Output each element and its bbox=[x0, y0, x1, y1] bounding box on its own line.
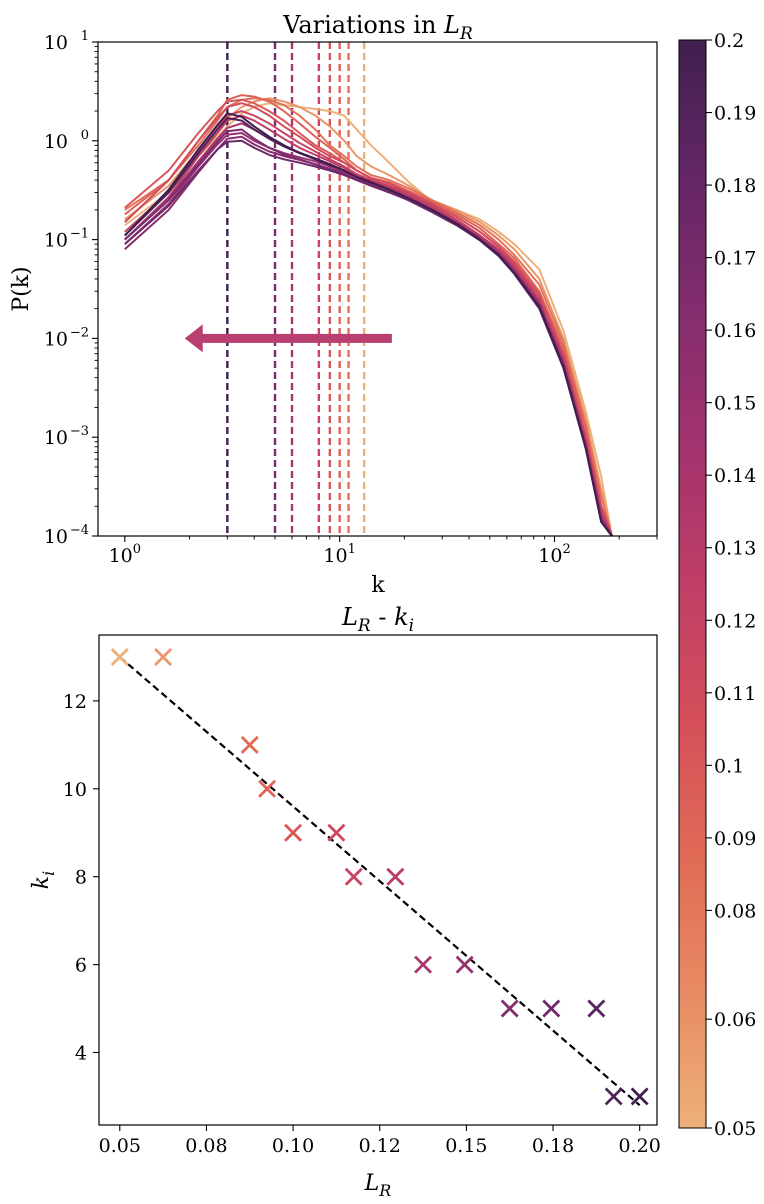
colorbar-tick-label: 0.16 bbox=[714, 320, 756, 342]
colorbar-tick-label: 0.17 bbox=[714, 248, 756, 270]
bottom-x-label: LR bbox=[364, 1171, 392, 1200]
colorbar-tick-label: 0.19 bbox=[714, 103, 756, 125]
bottom-y-tick-label: 4 bbox=[75, 1042, 87, 1064]
arrow-head bbox=[184, 324, 203, 353]
scatter-point bbox=[542, 999, 561, 1018]
bottom-x-ticks: 0.05 0.08 0.10 0.12 0.15 0.18 0.20 bbox=[99, 1125, 661, 1157]
top-y-tick-label: 10 1 bbox=[44, 29, 89, 54]
bottom-y-tick-label: 8 bbox=[75, 867, 87, 889]
scatter-point bbox=[344, 867, 363, 886]
scatter-point bbox=[110, 647, 129, 666]
bottom-x-tick-label: 0.15 bbox=[445, 1135, 487, 1157]
top-title: Variations in LR bbox=[282, 11, 473, 44]
spectrum-line bbox=[124, 110, 613, 536]
scatter-point bbox=[258, 779, 277, 798]
bottom-panel: LR - ki 0.05 0.08 0.10 0.12 0.15 0.18 0.20 4 6 8… bbox=[29, 603, 661, 1200]
colorbar-tick-label: 0.09 bbox=[714, 828, 756, 850]
marker-lines bbox=[226, 42, 366, 536]
bottom-y-tick-label: 6 bbox=[75, 955, 87, 977]
colorbar-gradient bbox=[678, 39, 707, 1129]
bottom-x-tick-label: 0.12 bbox=[359, 1135, 401, 1157]
bottom-y-tick-label: 10 bbox=[63, 779, 87, 801]
colorbar: 0.2 0.19 0.18 0.17 0.16 0.15 0.14 0.13 0.12 0.11 0… bbox=[678, 30, 756, 1140]
colorbar-ticks: 0.2 0.19 0.18 0.17 0.16 0.15 0.14 0.13 0.12 0.11 0… bbox=[706, 30, 756, 1140]
arrow-shaft bbox=[198, 333, 392, 343]
bottom-y-ticks: 4 6 8 10 12 bbox=[63, 691, 99, 1064]
scatter-point bbox=[500, 999, 519, 1018]
bottom-y-label: ki bbox=[29, 871, 58, 889]
bottom-plot-frame bbox=[98, 634, 658, 1126]
top-y-tick-label: 10 −3 bbox=[44, 424, 89, 449]
bottom-x-tick-label: 0.20 bbox=[619, 1135, 661, 1157]
scatter-point bbox=[455, 955, 474, 974]
fit-line bbox=[119, 656, 641, 1107]
top-y-tick-label: 10 −2 bbox=[44, 325, 89, 350]
colorbar-tick-label: 0.06 bbox=[714, 1009, 756, 1031]
scatter-points bbox=[110, 647, 649, 1106]
top-x-label: k bbox=[371, 573, 385, 598]
scatter-point bbox=[630, 1087, 649, 1106]
spectrum-line bbox=[124, 102, 613, 536]
colorbar-tick-label: 0.05 bbox=[714, 1118, 756, 1140]
scatter-point bbox=[154, 647, 173, 666]
top-y-tick-label: 10 −1 bbox=[44, 227, 89, 252]
scatter-point bbox=[386, 867, 405, 886]
top-panel: Variations in LR 100 101 102 10 −410 −310 −21… bbox=[9, 11, 658, 598]
spectrum-line bbox=[124, 139, 613, 536]
top-x-tick-label: 101 bbox=[323, 542, 355, 567]
direction-arrow bbox=[184, 324, 392, 353]
spectrum-line bbox=[124, 102, 613, 536]
top-x-tick-label: 100 bbox=[109, 542, 141, 567]
colorbar-tick-label: 0.15 bbox=[714, 393, 756, 415]
colorbar-tick-label: 0.2 bbox=[714, 30, 744, 52]
bottom-x-tick-label: 0.08 bbox=[185, 1135, 227, 1157]
top-x-ticks: 100 101 102 bbox=[109, 536, 658, 567]
scatter-point bbox=[327, 823, 346, 842]
scatter-point bbox=[284, 823, 303, 842]
top-y-tick-label: 10 −4 bbox=[44, 523, 89, 548]
top-x-tick-label: 102 bbox=[538, 542, 570, 567]
spectrum-line bbox=[124, 97, 613, 536]
colorbar-tick-label: 0.08 bbox=[714, 900, 756, 922]
colorbar-tick-label: 0.13 bbox=[714, 538, 756, 560]
bottom-y-tick-label: 12 bbox=[63, 691, 87, 713]
scatter-point bbox=[414, 955, 433, 974]
regression-line bbox=[119, 656, 641, 1107]
scatter-point bbox=[604, 1087, 623, 1106]
colorbar-tick-label: 0.14 bbox=[714, 465, 756, 487]
bottom-x-tick-label: 0.05 bbox=[99, 1135, 141, 1157]
scatter-point bbox=[587, 999, 606, 1018]
colorbar-tick-label: 0.12 bbox=[714, 610, 756, 632]
bottom-x-tick-label: 0.18 bbox=[532, 1135, 574, 1157]
spectrum-lines bbox=[124, 94, 613, 536]
top-y-label: P(k) bbox=[9, 266, 34, 311]
colorbar-tick-label: 0.18 bbox=[714, 175, 756, 197]
colorbar-tick-label: 0.1 bbox=[714, 755, 744, 777]
top-y-tick-label: 10 0 bbox=[44, 128, 89, 153]
top-plot-frame bbox=[97, 41, 658, 537]
bottom-x-tick-label: 0.10 bbox=[272, 1135, 314, 1157]
scatter-point bbox=[240, 735, 259, 754]
bottom-title: LR - ki bbox=[341, 603, 414, 636]
colorbar-tick-label: 0.11 bbox=[714, 683, 756, 705]
spectrum-line bbox=[124, 112, 613, 536]
